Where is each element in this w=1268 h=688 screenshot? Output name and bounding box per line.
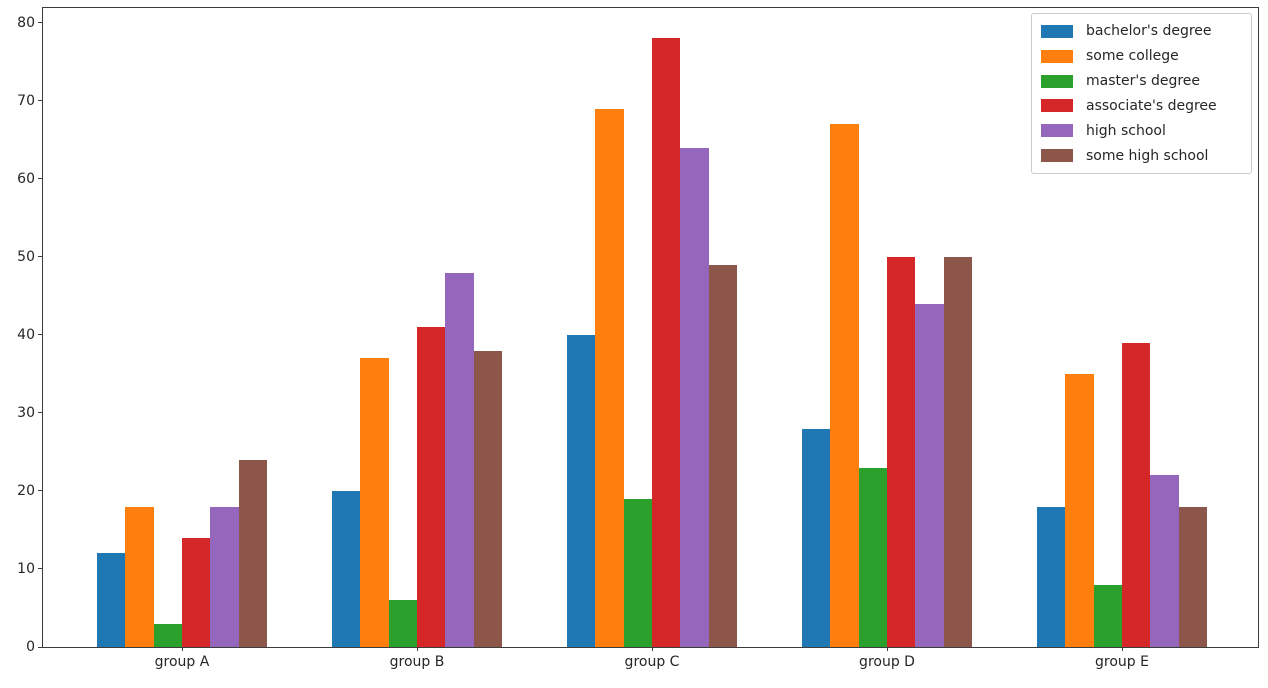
x-tick-label-group-E: group E xyxy=(1095,654,1149,670)
y-tick-label: 50 xyxy=(17,248,35,265)
bar-high-school-group-C xyxy=(680,147,709,647)
legend-item: high school xyxy=(1041,123,1242,139)
bar-high-school-group-D xyxy=(915,303,944,647)
bar-associate-s-degree-group-D xyxy=(887,256,916,647)
legend-swatch-icon xyxy=(1041,124,1073,138)
bar-master-s-degree-group-D xyxy=(858,467,887,647)
bar-associate-s-degree-group-C xyxy=(652,38,681,647)
y-tick-mark xyxy=(38,334,42,336)
bar-bachelor-s-degree-group-B xyxy=(332,490,361,647)
legend-swatch-icon xyxy=(1041,99,1073,113)
bar-some-college-group-B xyxy=(360,358,389,647)
bar-some-college-group-C xyxy=(595,108,624,647)
bar-some-college-group-D xyxy=(830,124,859,647)
bar-master-s-degree-group-B xyxy=(388,600,417,647)
y-tick-label: 0 xyxy=(26,639,35,655)
legend-item: master's degree xyxy=(1041,73,1242,89)
bar-bachelor-s-degree-group-D xyxy=(802,428,831,647)
bar-high-school-group-A xyxy=(210,506,239,647)
x-tick-mark xyxy=(1121,647,1123,651)
x-tick-mark xyxy=(651,647,653,651)
x-tick-mark xyxy=(181,647,183,651)
y-tick-label: 10 xyxy=(17,560,35,577)
bar-some-high-school-group-D xyxy=(943,256,972,647)
legend-label: bachelor's degree xyxy=(1086,23,1212,40)
x-tick-label-group-A: group A xyxy=(154,654,210,670)
bar-master-s-degree-group-A xyxy=(153,623,182,647)
x-tick-label-group-C: group C xyxy=(624,654,680,670)
y-tick-mark xyxy=(38,178,42,180)
bar-some-high-school-group-B xyxy=(473,350,502,647)
legend-label: master's degree xyxy=(1086,73,1201,90)
legend-item: some college xyxy=(1041,48,1242,64)
bar-bachelor-s-degree-group-A xyxy=(97,553,126,647)
bar-bachelor-s-degree-group-E xyxy=(1037,506,1066,647)
legend-swatch-icon xyxy=(1041,149,1073,163)
bar-associate-s-degree-group-B xyxy=(417,327,446,647)
bar-some-high-school-group-E xyxy=(1178,506,1207,647)
legend-item: bachelor's degree xyxy=(1041,23,1242,39)
bar-some-high-school-group-C xyxy=(708,264,737,647)
x-tick-mark xyxy=(886,647,888,651)
legend-label: associate's degree xyxy=(1086,97,1217,114)
y-tick-mark xyxy=(38,22,42,24)
bar-associate-s-degree-group-E xyxy=(1122,342,1151,647)
bar-master-s-degree-group-E xyxy=(1093,584,1122,647)
y-tick-mark xyxy=(38,412,42,414)
bar-high-school-group-E xyxy=(1150,475,1179,647)
bar-high-school-group-B xyxy=(445,272,474,647)
bar-some-college-group-E xyxy=(1065,373,1094,647)
legend-item: some high school xyxy=(1041,148,1242,164)
legend-swatch-icon xyxy=(1041,49,1073,63)
legend-label: some high school xyxy=(1086,147,1209,164)
y-tick-label: 40 xyxy=(17,326,35,343)
y-tick-label: 30 xyxy=(17,404,35,421)
legend: bachelor's degree some college master's de… xyxy=(1031,13,1252,174)
bar-bachelor-s-degree-group-C xyxy=(567,334,596,647)
x-tick-label-group-D: group D xyxy=(859,654,915,670)
legend-item: associate's degree xyxy=(1041,98,1242,114)
legend-label: high school xyxy=(1086,122,1166,139)
y-tick-label: 60 xyxy=(17,170,35,187)
legend-label: some college xyxy=(1086,48,1179,65)
bar-some-college-group-A xyxy=(125,506,154,647)
bar-master-s-degree-group-C xyxy=(623,498,652,647)
y-tick-label: 20 xyxy=(17,482,35,499)
bar-some-high-school-group-A xyxy=(238,459,267,647)
legend-swatch-icon xyxy=(1041,24,1073,38)
y-tick-label: 70 xyxy=(17,92,35,109)
x-tick-label-group-B: group B xyxy=(389,654,445,670)
bar-associate-s-degree-group-A xyxy=(182,537,211,647)
x-tick-mark xyxy=(416,647,418,651)
y-tick-mark xyxy=(38,256,42,258)
y-tick-mark xyxy=(38,490,42,492)
y-tick-mark xyxy=(38,646,42,648)
y-tick-label: 80 xyxy=(17,14,35,31)
y-tick-mark xyxy=(38,100,42,102)
legend-swatch-icon xyxy=(1041,74,1073,88)
y-tick-mark xyxy=(38,568,42,570)
